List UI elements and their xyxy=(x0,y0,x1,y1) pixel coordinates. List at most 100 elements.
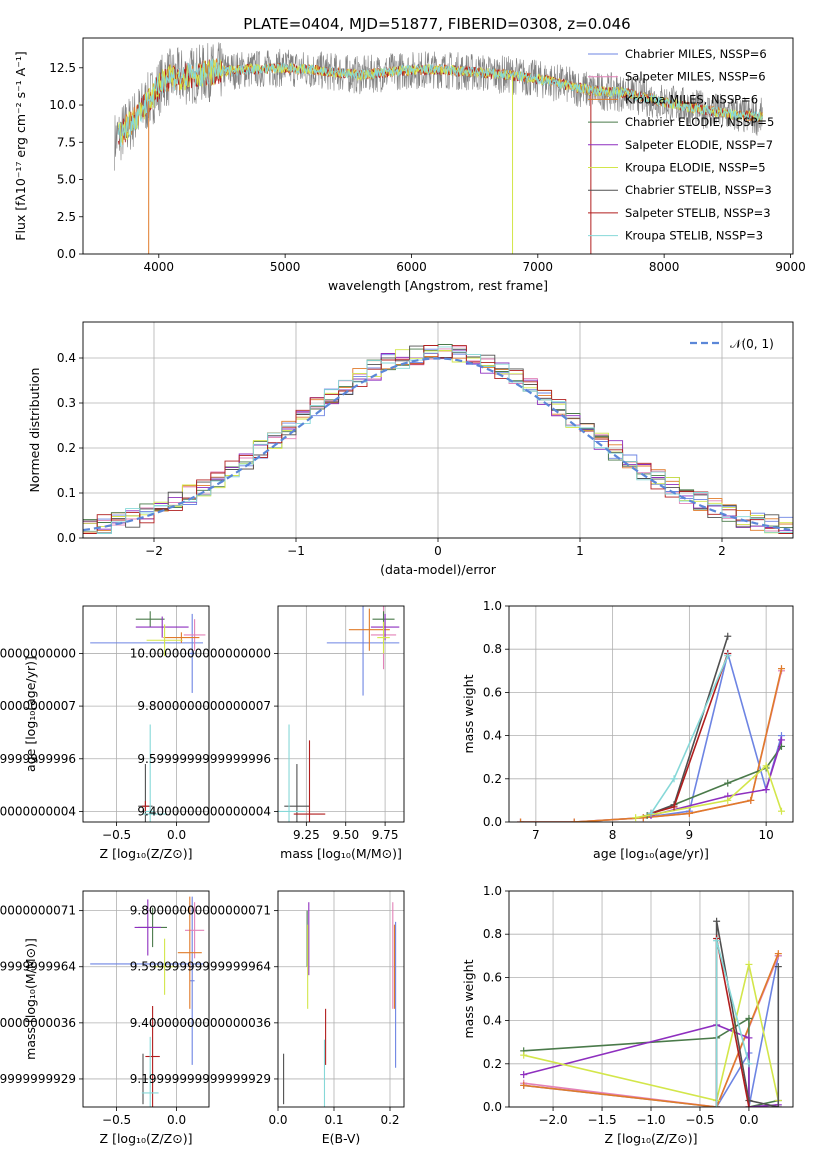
y-tick-label: 0.1 xyxy=(57,486,76,500)
x-tick-label: 10 xyxy=(758,828,773,842)
mass-weight-series xyxy=(715,921,780,1107)
y-tick-label: 0.4 xyxy=(483,729,502,743)
x-tick-label: −2 xyxy=(145,544,163,558)
y-tick-label: 9.4000000000000004 xyxy=(0,804,76,818)
y-tick-label: 2.5 xyxy=(57,210,76,224)
x-tick-label: −1 xyxy=(287,544,305,558)
x-axis-label: Z [log₁₀(Z/Z⊙)] xyxy=(100,1131,193,1146)
legend-entry: Kroupa ELODIE, NSSP=5 xyxy=(625,161,766,175)
legend-entry: Chabrier STELIB, NSSP=3 xyxy=(625,183,772,197)
x-tick-label: 0.0 xyxy=(739,1113,758,1127)
axes-frame xyxy=(508,890,794,1108)
y-tick-label: 9.8000000000000007 xyxy=(137,699,271,713)
legend-entry: Chabrier ELODIE, NSSP=5 xyxy=(625,115,774,129)
y-axis-label: mass weight xyxy=(461,674,476,753)
plot-area-massweight-vs-age xyxy=(517,632,785,822)
x-tick-label: 7 xyxy=(532,828,540,842)
mass-weight-series xyxy=(635,764,783,819)
y-tick-label: 9.4000000000000004 xyxy=(137,804,271,818)
y-tick-label: 10.0000000000000000 xyxy=(130,646,271,660)
plot-area-residuals xyxy=(83,344,793,534)
x-tick-label: −2.0 xyxy=(538,1113,567,1127)
y-tick-label: 5.0 xyxy=(57,173,76,187)
x-tick-label: 0.1 xyxy=(324,1113,343,1127)
y-tick-label: 0.6 xyxy=(483,685,502,699)
figure-title: PLATE=0404, MJD=51877, FIBERID=0308, z=0… xyxy=(243,15,630,33)
spectrum-model-line xyxy=(118,59,764,145)
legend-entry: Kroupa STELIB, NSSP=3 xyxy=(625,229,763,243)
panel-mass-vs-ebv: 0.0 0.1 0.2 9.19999999999999929 9.4000000000… xyxy=(130,890,405,1146)
y-tick-label: 9.19999999999999929 xyxy=(130,1072,271,1086)
mass-weight-series xyxy=(646,745,783,817)
y-tick-label: 0.2 xyxy=(483,772,502,786)
x-tick-label: 8000 xyxy=(649,260,680,274)
x-tick-label: 9.25 xyxy=(293,828,320,842)
panel-massweight-vs-age: 7 8 9 10 0.0 0.2 0.4 0.6 0.8 1.0 age [log₁₀(age/yr… xyxy=(461,599,794,861)
x-axis-label: Z [log₁₀(Z/Z⊙)] xyxy=(605,1131,698,1146)
mass-weight-series xyxy=(520,650,783,822)
x-tick-label: 8 xyxy=(609,828,617,842)
axes-frame xyxy=(82,890,210,1108)
y-tick-label: 0.4 xyxy=(57,351,76,365)
spectrum-model-line xyxy=(118,58,764,148)
y-tick-label: 0.0 xyxy=(57,531,76,545)
legend-entry: Kroupa MILES, NSSP=6 xyxy=(625,92,758,106)
x-tick-label: 9.50 xyxy=(332,828,359,842)
x-tick-label: −1.5 xyxy=(587,1113,616,1127)
x-tick-label: 0.0 xyxy=(268,1113,287,1127)
plot-area-mass-vs-Z xyxy=(90,896,205,1107)
y-tick-label: 1.0 xyxy=(483,884,502,898)
y-tick-label: 0.2 xyxy=(57,441,76,455)
axes-frame xyxy=(277,890,405,1108)
x-tick-label: −0.5 xyxy=(685,1113,714,1127)
x-axis-label: (data-model)/error xyxy=(380,562,497,577)
y-axis-label: age [log₁₀(age/yr)] xyxy=(23,656,38,772)
x-tick-label: 4000 xyxy=(144,260,175,274)
x-tick-label: 9.75 xyxy=(372,828,399,842)
y-tick-label: 9.40000000000000036 xyxy=(130,1016,271,1030)
y-tick-label: 1.0 xyxy=(483,599,502,613)
y-tick-label: 9.8000000000000007 xyxy=(0,699,76,713)
y-tick-label: 9.5999999999999996 xyxy=(137,752,271,766)
y-tick-label: 0.0 xyxy=(483,815,502,829)
x-axis-label: Z [log₁₀(Z/Z⊙)] xyxy=(100,846,193,861)
y-tick-label: 9.80000000000000071 xyxy=(0,904,76,918)
y-axis-label: mass weight xyxy=(461,959,476,1038)
x-tick-label: −0.5 xyxy=(102,1113,131,1127)
plot-area-mass-vs-ebv xyxy=(283,902,397,1107)
mass-weight-series xyxy=(650,739,783,817)
y-tick-label: 0.8 xyxy=(483,927,502,941)
plot-area-age-vs-Z xyxy=(90,611,206,822)
axes-frame xyxy=(508,605,794,823)
x-tick-label: −1.0 xyxy=(636,1113,665,1127)
y-tick-label: 0.4 xyxy=(483,1014,502,1028)
y-tick-label: 12.5 xyxy=(49,61,76,75)
y-axis-label: Flux [fλ10⁻¹⁷ erg cm⁻² s⁻¹ A⁻¹] xyxy=(13,51,28,240)
panel-residuals: −2 −1 0 1 2 0.0 0.1 0.2 0.3 0.4 (data-model)/error… xyxy=(27,321,794,577)
axes-frame xyxy=(277,605,405,823)
normal-curve xyxy=(83,357,791,532)
y-tick-label: 0.0 xyxy=(483,1100,502,1114)
x-tick-label: 2 xyxy=(718,544,726,558)
x-tick-label: 0.0 xyxy=(167,828,186,842)
y-tick-label: 10.0000000000000000 xyxy=(0,646,76,660)
y-tick-label: 0.3 xyxy=(57,396,76,410)
legend-entry: Salpeter MILES, NSSP=6 xyxy=(625,70,766,84)
x-tick-label: 7000 xyxy=(523,260,554,274)
x-axis-label: E(B-V) xyxy=(322,1131,361,1146)
y-axis-label: Normed distribution xyxy=(27,368,42,493)
y-tick-label: 9.59999999999999964 xyxy=(0,960,76,974)
x-axis-label: age [log₁₀(age/yr)] xyxy=(593,846,709,861)
y-tick-label: 7.5 xyxy=(57,135,76,149)
x-tick-label: 0.2 xyxy=(380,1113,399,1127)
x-tick-label: −0.5 xyxy=(102,828,131,842)
x-tick-label: 5000 xyxy=(270,260,301,274)
y-tick-label: 0.2 xyxy=(483,1057,502,1071)
y-tick-label: 0.0 xyxy=(57,247,76,261)
mass-weight-series xyxy=(523,964,780,1102)
plot-area-massweight-vs-Z xyxy=(520,917,782,1107)
panel-age-vs-mass: 9.25 9.50 9.75 9.4000000000000004 9.59999999… xyxy=(130,605,405,861)
legend-entry: Salpeter ELODIE, NSSP=7 xyxy=(625,138,773,152)
x-tick-label: 1 xyxy=(576,544,584,558)
